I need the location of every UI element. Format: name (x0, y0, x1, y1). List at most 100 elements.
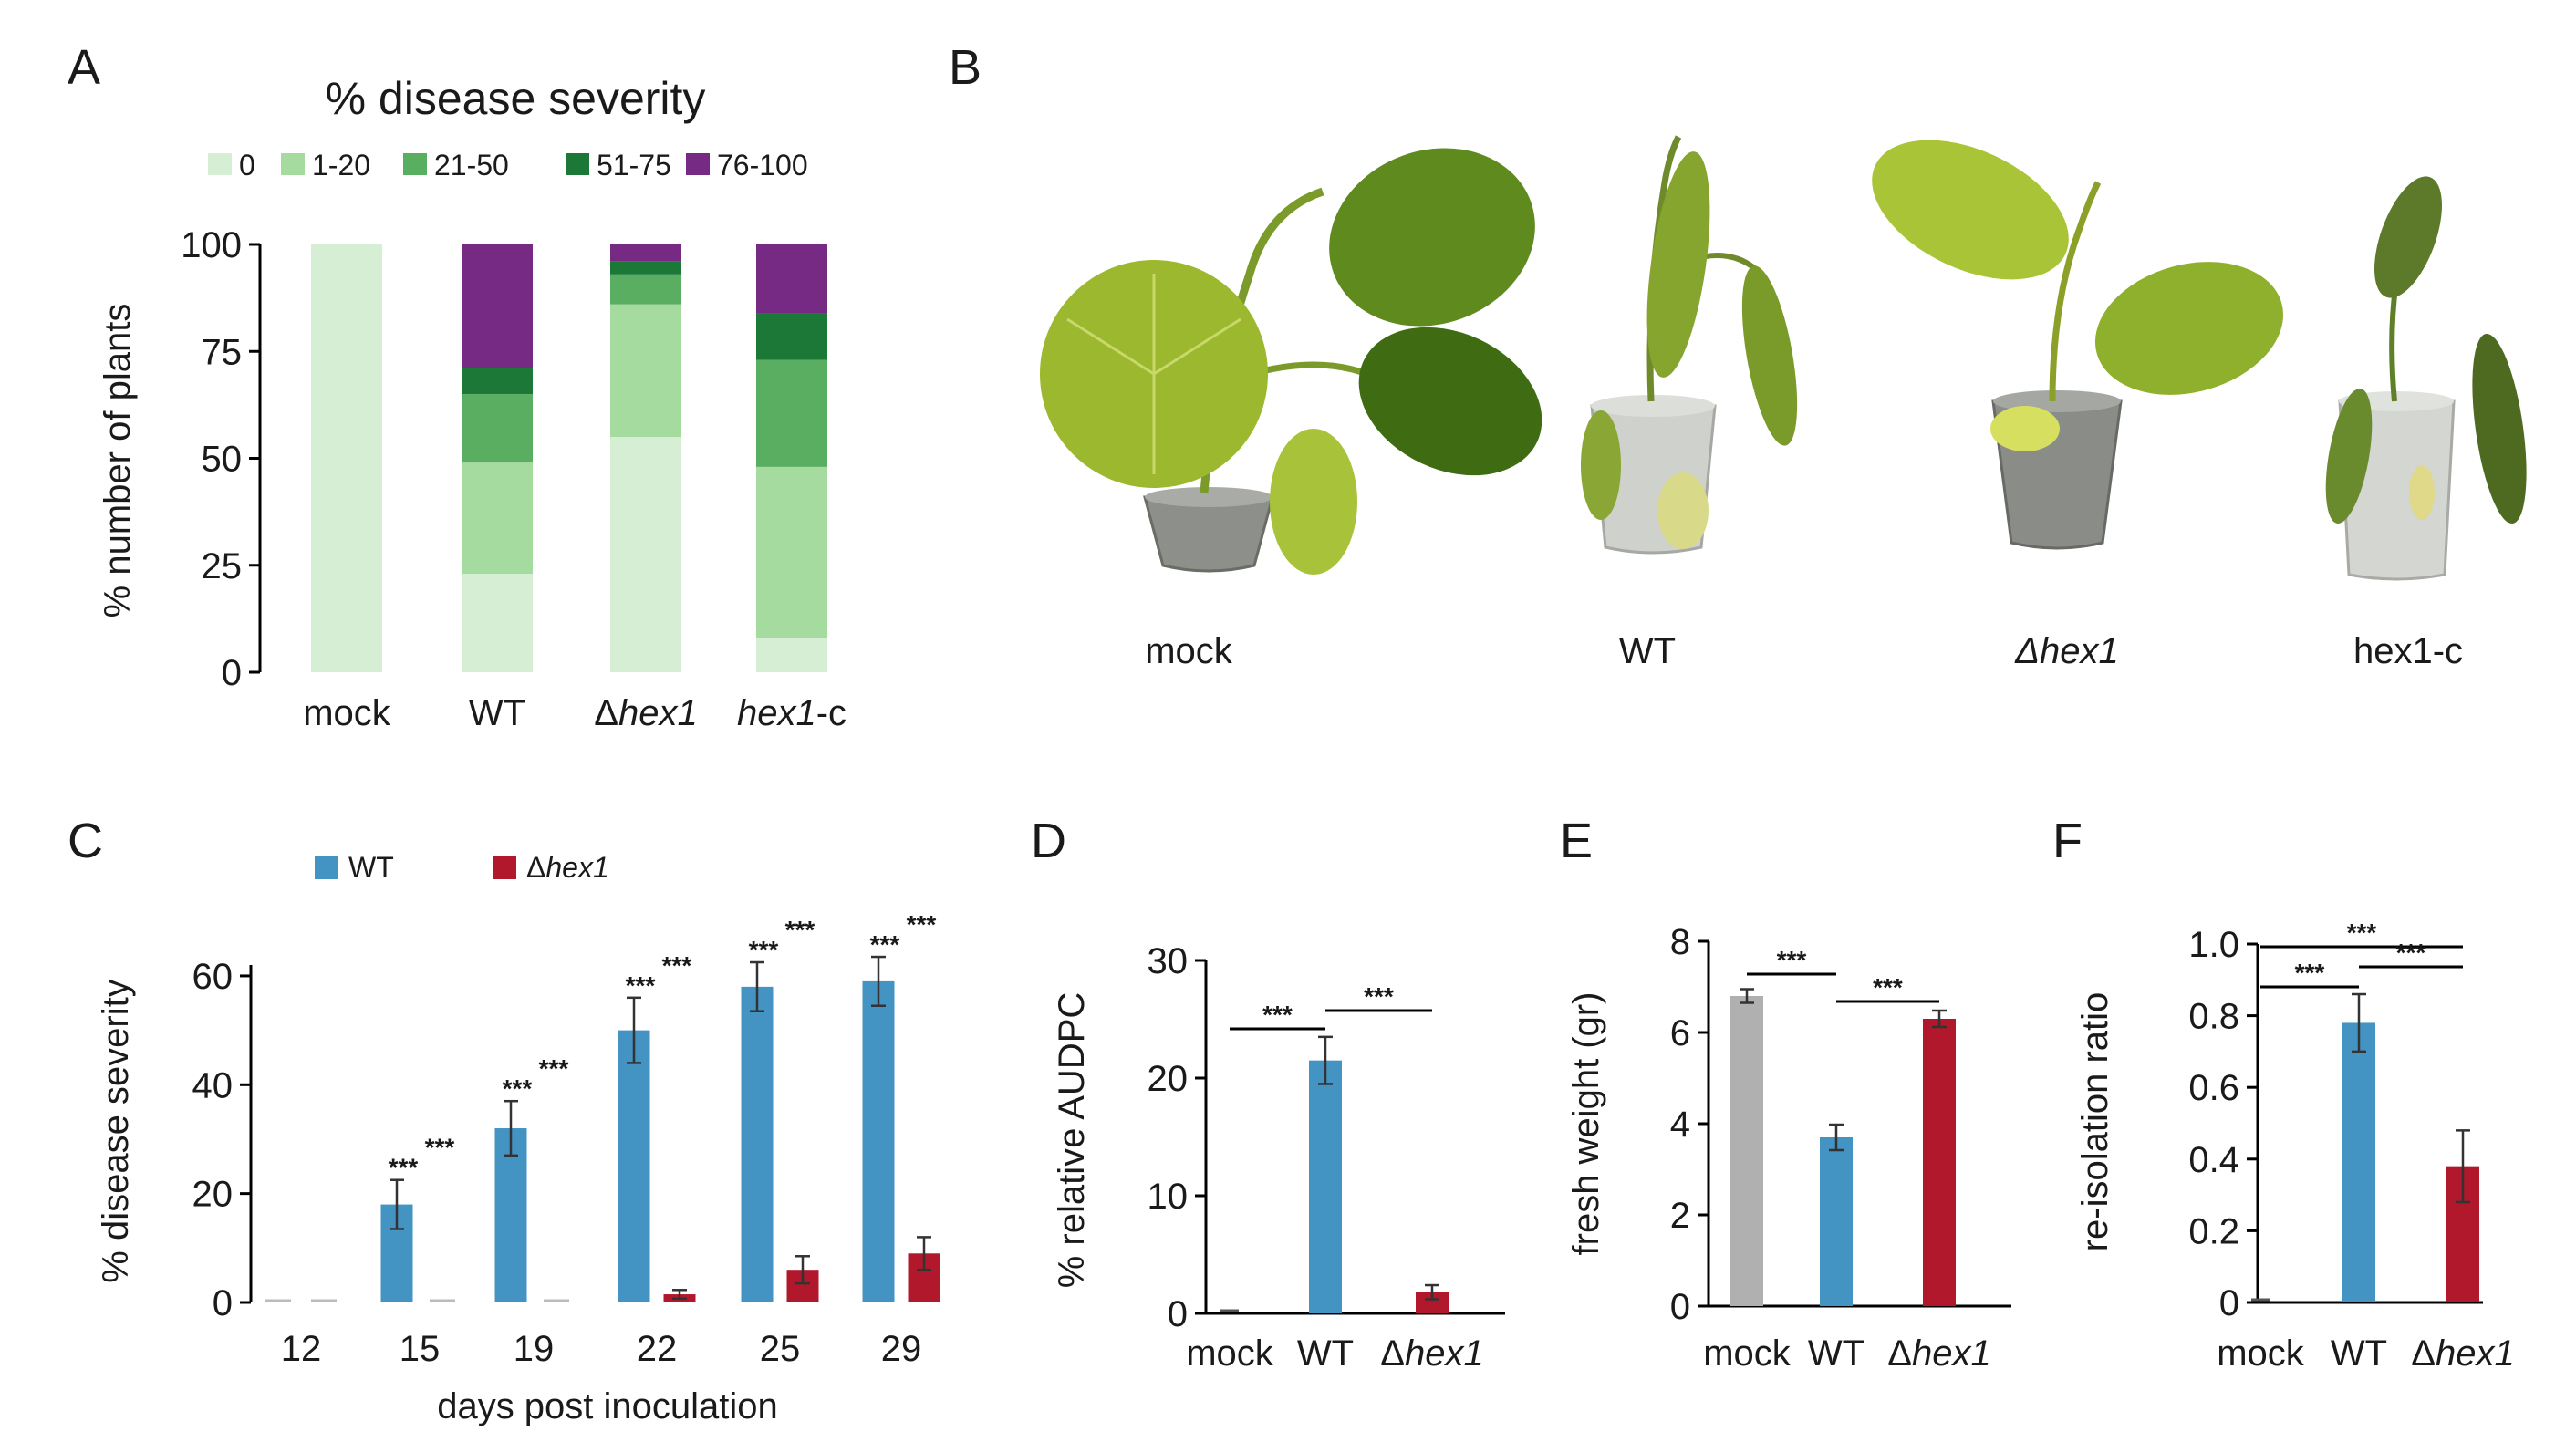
bar-WT-25 (741, 986, 774, 1302)
panel-c-x-tick-label: 22 (637, 1329, 678, 1369)
bar-WT-22 (618, 1030, 650, 1302)
panel-f-significance-star: *** (2396, 939, 2426, 967)
panel-c-significance-star: *** (749, 936, 779, 964)
panel-d-chart: 0 10 20 30 % relative AUDPC mock WT Δhex1 *** *** (1052, 941, 1505, 1374)
bar-WT-19 (494, 1128, 527, 1302)
panel-a-y-tick-label: 25 (202, 546, 243, 586)
panel-e-x-tick-label: mock (1703, 1333, 1792, 1374)
legend-swatch-51-75 (566, 153, 589, 175)
plant-wt-illustration (1581, 135, 1798, 555)
panel-e-significance-star: *** (1777, 946, 1807, 974)
legend-swatch-76-100 (686, 153, 710, 175)
panel-c-x-tick-label: 15 (400, 1329, 441, 1369)
legend-label-0: 0 (239, 149, 255, 182)
bar-segment-WT-21-50 (462, 394, 533, 463)
photo-label-mock: mock (1145, 631, 1233, 671)
panel-c-y-label: % disease severity (96, 979, 136, 1282)
panel-c-y-tick-label: 20 (192, 1175, 234, 1215)
plant-hex1c-illustration (2325, 176, 2527, 581)
panel-e-y-tick-label: 6 (1670, 1013, 1690, 1053)
panel-c-x-tick-label: 29 (881, 1329, 922, 1369)
panel-f-y-tick-label: 0.4 (2188, 1140, 2239, 1180)
panel-e-y-tick-label: 4 (1670, 1105, 1690, 1145)
panel-e-y-tick-label: 2 (1670, 1196, 1690, 1236)
bar-segment-mock-0 (311, 244, 382, 672)
bar-segment-hex1-c-21-50 (756, 359, 827, 467)
panel-d-bar-Δhex1 (1416, 1292, 1449, 1313)
panel-f-x-tick-label: mock (2217, 1333, 2305, 1374)
bar-segment-hex1-c-0 (756, 638, 827, 672)
bar-segment-WT-0 (462, 574, 533, 672)
bar-segment-WT-76-100 (462, 244, 533, 369)
panel-f-chart: 0 0.2 0.4 0.6 0.8 1.0 re-isolation ratio mock WT… (2075, 918, 2515, 1374)
panel-c-legend: WT Δhex1 (315, 851, 609, 884)
legend-label-1-20: 1-20 (312, 149, 370, 182)
panel-c-x-label: days post inoculation (437, 1386, 778, 1426)
panel-d-y-tick-label: 0 (1168, 1294, 1188, 1334)
panel-f-bar-WT (2342, 1022, 2375, 1302)
panel-a-x-tick-label: mock (303, 693, 391, 733)
panel-f-y-tick-label: 0 (2219, 1283, 2239, 1323)
bar-segment-WT-51-75 (462, 368, 533, 395)
panel-e-y-tick-label: 0 (1670, 1287, 1690, 1327)
bar-segment-Δhex1-1-20 (610, 304, 681, 438)
panel-c-x-tick-label: 19 (514, 1329, 555, 1369)
panel-c-significance-star: *** (626, 971, 656, 1000)
panel-c-significance-star: *** (870, 930, 900, 959)
panel-d-x-tick-label: mock (1186, 1333, 1274, 1374)
panel-d-y-tick-label: 20 (1148, 1059, 1189, 1099)
panel-f-x-tick-label: Δhex1 (2411, 1333, 2514, 1374)
photo-label-wt: WT (1619, 631, 1676, 671)
panel-c-chart: WT Δhex1 0 20 40 60 % disease severity days po… (96, 851, 940, 1426)
panel-d-significance-star: *** (1262, 1001, 1293, 1029)
panel-e-x-tick-label: WT (1808, 1333, 1864, 1374)
panel-a-y-label: % number of plants (98, 304, 138, 618)
bar-segment-Δhex1-0 (610, 437, 681, 672)
bar-segment-Δhex1-51-75 (610, 261, 681, 275)
panel-e-y-label: fresh weight (gr) (1566, 992, 1606, 1256)
panel-d-y-tick-label: 10 (1148, 1177, 1189, 1217)
legend-label-wt: WT (348, 851, 394, 884)
panel-e-chart: 0 2 4 6 8 fresh weight (gr) mock WT Δhex1 *** *** (1566, 922, 2011, 1374)
panel-c-significance-star: *** (389, 1154, 419, 1182)
panel-label-c: C (68, 814, 103, 868)
panel-c-significance-star: *** (662, 951, 692, 980)
legend-swatch-1-20 (281, 153, 305, 175)
panel-d-significance-star: *** (1364, 982, 1394, 1011)
panel-c-significance-star: *** (425, 1134, 455, 1162)
bar-segment-Δhex1-21-50 (610, 274, 681, 305)
panel-f-y-tick-label: 1.0 (2188, 925, 2239, 965)
plant-mock-illustration (1040, 148, 1542, 575)
panel-c-y-tick-label: 60 (192, 957, 234, 997)
bar-segment-hex1-c-51-75 (756, 313, 827, 360)
panel-f-y-tick-label: 0.8 (2188, 997, 2239, 1037)
panel-a-x-tick-label: WT (469, 693, 525, 733)
panel-e-bar-WT (1820, 1137, 1853, 1306)
panel-f-significance-star: *** (2347, 918, 2377, 947)
panel-e-bar-mock (1730, 996, 1763, 1306)
panel-label-a: A (68, 40, 100, 95)
panel-a-x-tick-label: hex1-c (737, 693, 847, 733)
panel-a-x-tick-label: Δhex1 (594, 693, 697, 733)
panel-label-f: F (2052, 814, 2083, 868)
panel-c-significance-star: *** (785, 916, 815, 944)
panel-c-significance-star: *** (539, 1054, 569, 1083)
panel-c-x-tick-label: 25 (760, 1329, 801, 1369)
panel-e-y-tick-label: 8 (1670, 922, 1690, 962)
panel-a-y-tick-label: 100 (181, 225, 242, 265)
panel-c-significance-star: *** (503, 1074, 533, 1103)
bar-segment-Δhex1-76-100 (610, 244, 681, 262)
panel-e-significance-star: *** (1873, 973, 1903, 1001)
legend-label-21-50: 21-50 (434, 149, 509, 182)
panel-f-x-tick-label: WT (2331, 1333, 2387, 1374)
panel-a-y-tick-label: 0 (222, 653, 242, 693)
panel-f-y-label: re-isolation ratio (2075, 992, 2115, 1252)
panel-f-significance-star: *** (2295, 959, 2325, 987)
legend-label-51-75: 51-75 (597, 149, 671, 182)
panel-label-b: B (949, 40, 982, 95)
panel-a-legend: 0 1-20 21-50 51-75 76-100 (208, 149, 808, 182)
panel-a-y-tick-label: 75 (202, 332, 243, 372)
panel-d-bar-WT (1309, 1060, 1342, 1313)
panel-a-y-tick-label: 50 (202, 440, 243, 480)
